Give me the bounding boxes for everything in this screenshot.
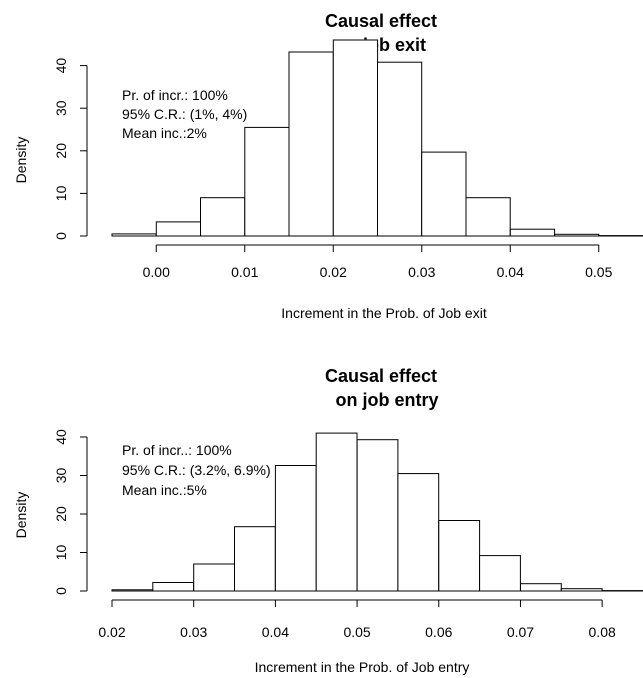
histogram-bar	[152, 582, 195, 592]
stats-annotation: Pr. of incr..: 100% 95% C.R.: (3.2%, 6.9…	[122, 442, 271, 498]
y-tick-label: 30	[53, 100, 69, 116]
y-tick-label: 0	[53, 232, 69, 240]
x-tick-label: 0.08	[589, 624, 616, 640]
y-axis: 0 10 20 30 40	[53, 429, 88, 595]
histogram-bar	[244, 126, 290, 237]
x-axis: 0.02 0.03 0.04 0.05 0.06 0.07 0.08	[98, 599, 616, 640]
histogram-bar	[111, 589, 154, 592]
histogram-bar	[421, 151, 467, 237]
y-tick-label: 40	[53, 58, 69, 74]
job-entry-histogram-panel: Causal effect on job entry Density Incre…	[13, 366, 643, 675]
annotation-mean-increment: Mean inc.:5%	[122, 482, 207, 498]
histogram-bar	[438, 520, 481, 592]
x-tick-label: 0.05	[585, 264, 612, 280]
y-tick-label: 10	[53, 545, 69, 561]
chart-title-line-1: Causal effect	[325, 11, 437, 31]
y-tick-label: 20	[53, 143, 69, 159]
histogram-bar	[520, 583, 562, 592]
job-exit-histogram-panel: Causal effect on job exit Density Increm…	[13, 11, 643, 321]
stats-annotation: Pr. of incr.: 100% 95% C.R.: (1%, 4%) Me…	[122, 87, 247, 141]
y-axis: 0 10 20 30 40	[53, 58, 88, 240]
histogram-bar	[397, 473, 440, 592]
annotation-credible-region: 95% C.R.: (1%, 4%)	[122, 106, 247, 122]
histogram-bar	[479, 555, 521, 592]
y-tick-label: 0	[53, 587, 69, 595]
x-tick-label: 0.00	[143, 264, 170, 280]
x-tick-label: 0.03	[180, 624, 207, 640]
x-tick-label: 0.05	[343, 624, 370, 640]
x-axis-label: Increment in the Prob. of Job exit	[281, 305, 487, 321]
histogram-bar	[356, 439, 399, 592]
histogram-bars	[111, 432, 643, 592]
chart-title-line-2: on job entry	[336, 390, 439, 410]
annotation-prob-increase: Pr. of incr.: 100%	[122, 87, 228, 103]
x-tick-label: 0.04	[262, 624, 289, 640]
x-tick-label: 0.04	[497, 264, 524, 280]
chart-title-line-1: Causal effect	[325, 366, 437, 386]
histogram-bar	[234, 526, 276, 592]
histogram-bar	[111, 233, 157, 237]
x-tick-label: 0.02	[320, 264, 347, 280]
y-axis-label: Density	[13, 492, 29, 539]
annotation-mean-increment: Mean inc.:2%	[122, 125, 207, 141]
histogram-bar	[509, 228, 556, 237]
histogram-bar	[332, 39, 379, 237]
histogram-bar	[200, 197, 246, 237]
x-tick-label: 0.01	[231, 264, 258, 280]
x-tick-label: 0.02	[98, 624, 125, 640]
x-axis: 0.00 0.01 0.02 0.03 0.04 0.05	[143, 244, 613, 280]
x-axis-label: Increment in the Prob. of Job entry	[255, 659, 470, 675]
histogram-bar	[274, 465, 317, 592]
y-tick-label: 40	[53, 429, 69, 445]
histogram-bar	[377, 61, 423, 237]
y-tick-label: 30	[53, 468, 69, 484]
histogram-bar	[465, 197, 511, 237]
x-tick-label: 0.06	[425, 624, 452, 640]
histogram-bar	[193, 563, 235, 592]
y-tick-label: 20	[53, 506, 69, 522]
histogram-bar	[560, 588, 603, 592]
histogram-bar	[315, 432, 358, 592]
x-tick-label: 0.07	[507, 624, 534, 640]
y-axis-label: Density	[13, 137, 29, 184]
annotation-credible-region: 95% C.R.: (3.2%, 6.9%)	[122, 462, 271, 478]
histogram-bar	[554, 233, 600, 237]
x-tick-label: 0.03	[408, 264, 435, 280]
histogram-bar	[288, 51, 334, 237]
y-tick-label: 10	[53, 185, 69, 201]
histogram-bars	[111, 39, 643, 237]
annotation-prob-increase: Pr. of incr..: 100%	[122, 442, 232, 458]
histogram-bar	[155, 221, 202, 237]
